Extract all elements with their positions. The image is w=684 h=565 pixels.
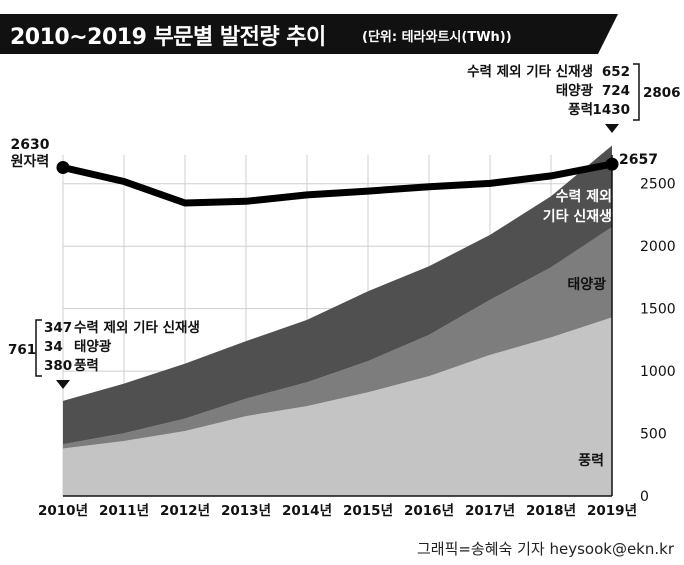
start-breakdown-value: 347 xyxy=(44,320,72,336)
point-nuclear-end xyxy=(605,157,619,171)
line-nuclear xyxy=(62,160,613,207)
start-breakdown-label: 풍력 xyxy=(74,358,99,374)
nuclear-start-value: 2630 xyxy=(11,137,50,153)
credit: 그래픽=송혜숙 기자 heysook@ekn.kr xyxy=(416,540,674,558)
start-total: 761 xyxy=(8,342,36,358)
end-breakdown-value: 724 xyxy=(602,83,630,99)
area-label-hydro-other: 수력 제외 xyxy=(556,188,612,205)
x-tick-label: 2015년 xyxy=(343,503,393,519)
y-tick-label: 500 xyxy=(640,427,667,443)
y-tick-label: 1000 xyxy=(640,364,676,380)
x-tick-label: 2019년 xyxy=(587,503,637,519)
x-tick-label: 2010년 xyxy=(38,503,88,519)
nuclear-label: 원자력 xyxy=(11,154,50,170)
area-label-solar: 태양광 xyxy=(567,276,606,293)
area-solar xyxy=(63,227,612,449)
end-total: 2806 xyxy=(643,85,681,101)
chart-title: 2010~2019 부문별 발전량 추이 xyxy=(10,25,326,50)
end-breakdown-label: 태양광 xyxy=(556,82,594,99)
end-breakdown-label: 수력 제외 기타 신재생 xyxy=(467,63,593,80)
start-breakdown-label: 태양광 xyxy=(74,338,112,355)
point-nuclear-start xyxy=(56,160,70,174)
nuclear-end-value: 2657 xyxy=(619,152,658,168)
x-tick-label: 2014년 xyxy=(282,503,332,519)
y-tick-label: 2000 xyxy=(640,239,676,255)
y-tick-label: 1500 xyxy=(640,302,676,318)
chart-unit: (단위: 테라와트시(TWh)) xyxy=(362,30,512,45)
area-label-hydro-other: 기타 신재생 xyxy=(543,209,612,225)
y-tick-label: 2500 xyxy=(640,177,676,193)
x-tick-label: 2016년 xyxy=(404,503,454,519)
start-pointer-arrow xyxy=(56,380,70,389)
x-tick-label: 2011년 xyxy=(99,503,149,519)
y-tick-label: 0 xyxy=(640,489,649,505)
end-bracket xyxy=(633,63,640,121)
area-hydro-other xyxy=(63,145,612,445)
area-wind xyxy=(63,317,612,496)
end-breakdown-value: 652 xyxy=(602,64,630,80)
end-breakdown-value: 1430 xyxy=(592,102,630,118)
end-pointer-arrow xyxy=(605,124,619,133)
x-tick-label: 2013년 xyxy=(221,503,271,519)
start-breakdown-value: 380 xyxy=(44,358,72,374)
start-breakdown-label: 수력 제외 기타 신재생 xyxy=(74,319,200,336)
x-tick-label: 2018년 xyxy=(526,503,576,519)
title-bar: 2010~2019 부문별 발전량 추이 (단위: 테라와트시(TWh)) xyxy=(0,14,618,54)
start-bracket xyxy=(35,319,42,377)
title-bar-slant xyxy=(598,14,618,54)
area-label-wind: 풍력 xyxy=(578,453,604,469)
x-tick-label: 2017년 xyxy=(465,503,515,519)
end-breakdown-label: 풍력 xyxy=(568,102,593,118)
x-tick-label: 2012년 xyxy=(160,503,210,519)
start-breakdown-value: 34 xyxy=(44,339,63,355)
